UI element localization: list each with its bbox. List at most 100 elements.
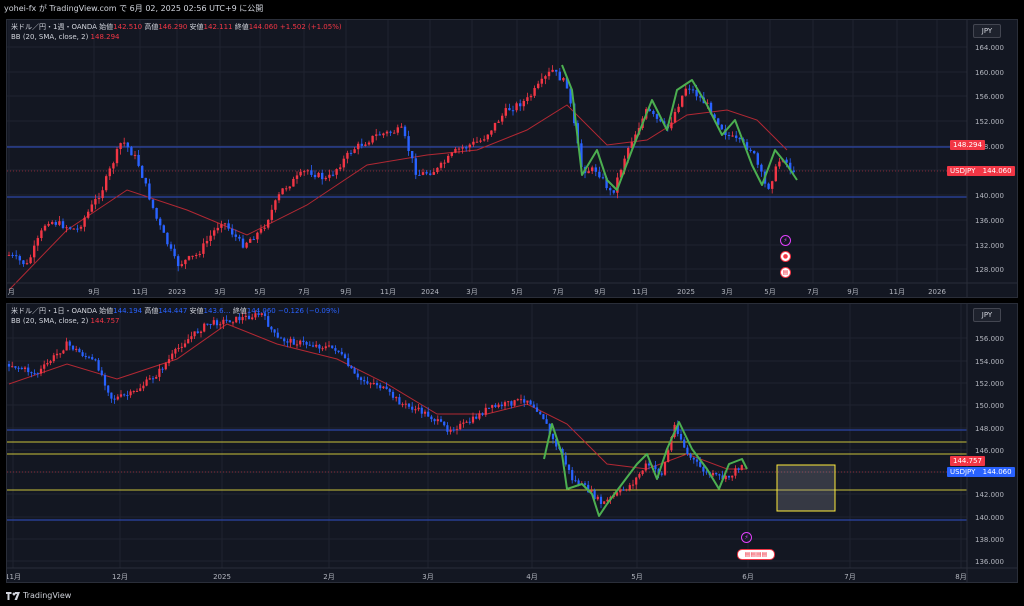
us-flag-icon[interactable]: ▤: [780, 267, 791, 278]
candle: [11, 366, 14, 368]
candle: [404, 403, 407, 405]
candle: [113, 398, 116, 400]
us-flag-events-icon[interactable]: ▤▤▤▤: [737, 549, 775, 560]
candle: [184, 259, 187, 265]
currency-button[interactable]: JPY: [973, 308, 1001, 322]
low-label: 安値: [189, 307, 204, 315]
candle: [299, 171, 302, 176]
price-axis-label: 154.000: [975, 358, 1004, 366]
candle: [135, 390, 139, 392]
time-axis-label: 2026: [928, 288, 946, 296]
candle: [605, 177, 608, 189]
candle: [583, 483, 587, 485]
candle: [677, 106, 680, 113]
time-axis-label: 3月: [422, 573, 433, 581]
candle: [631, 484, 635, 486]
candle: [659, 118, 662, 122]
candle: [533, 88, 536, 96]
event-marker-icon[interactable]: ●: [780, 251, 791, 262]
candle: [792, 170, 795, 172]
candle: [487, 407, 491, 409]
candle: [414, 158, 417, 175]
weekly-chart-panel[interactable]: 164.000 160.000 156.000 152.000 148.000 144.0…: [6, 19, 1018, 298]
candle: [234, 234, 237, 237]
candle: [141, 165, 144, 178]
candle: [443, 162, 446, 164]
candle: [238, 316, 241, 321]
candle: [371, 135, 374, 143]
time-axis-label: 4月: [526, 573, 537, 581]
tradingview-brand[interactable]: TradingView: [6, 591, 71, 600]
candle: [655, 114, 659, 119]
candle: [289, 338, 292, 343]
candle: [689, 454, 692, 458]
candle: [532, 404, 535, 408]
price-axis-label: 138.000: [975, 536, 1004, 544]
candle: [91, 357, 94, 360]
candle: [171, 353, 174, 360]
price-axis-label: 132.000: [975, 242, 1004, 250]
candle: [116, 396, 119, 400]
candle: [347, 358, 350, 366]
candle: [375, 383, 379, 386]
candle: [388, 388, 391, 392]
candle: [673, 112, 677, 123]
weekly-chart-canvas[interactable]: 164.000 160.000 156.000 152.000 148.000 144.0…: [7, 20, 1017, 297]
candle: [461, 147, 464, 149]
time-axis-label: 9月: [340, 288, 351, 296]
candle: [591, 167, 594, 172]
candle: [479, 140, 482, 142]
candle: [257, 313, 260, 315]
candle: [398, 397, 401, 405]
candle: [555, 439, 558, 447]
candle: [51, 222, 54, 224]
bb-price-tag: 148.294: [950, 140, 985, 150]
candle: [260, 313, 263, 315]
bb-legend[interactable]: BB (20, SMA, close, 2) 148.294: [11, 32, 120, 42]
daily-chart-panel[interactable]: 156.000 154.000 152.000 150.000 148.000 146.0…: [6, 303, 1018, 583]
currency-button[interactable]: JPY: [973, 24, 1001, 38]
candle: [724, 475, 727, 480]
candle: [705, 471, 708, 473]
candle: [148, 183, 151, 200]
time-axis-label: 7月: [807, 288, 818, 296]
candle: [522, 100, 525, 107]
candle: [324, 346, 327, 349]
candle: [36, 238, 39, 246]
candle: [311, 345, 315, 347]
candle: [417, 407, 420, 410]
candle: [231, 322, 235, 324]
candle: [223, 223, 227, 225]
candle: [155, 376, 158, 379]
candle: [164, 363, 167, 370]
lightning-icon[interactable]: ⚡: [780, 235, 791, 246]
bollinger-middle-line: [8, 104, 788, 291]
bb-legend[interactable]: BB (20, SMA, close, 2) 144.757: [11, 316, 120, 326]
candle: [299, 340, 302, 345]
tradingview-logo-icon: [6, 592, 20, 600]
daily-chart-canvas[interactable]: 156.000 154.000 152.000 150.000 148.000 146.0…: [7, 304, 1017, 582]
candle: [587, 484, 590, 493]
candle: [360, 143, 363, 146]
candle: [33, 245, 36, 258]
candle: [305, 341, 308, 345]
candle: [97, 360, 100, 371]
candle: [432, 172, 435, 175]
candle: [529, 95, 533, 98]
time-axis-label: 7月: [844, 573, 855, 581]
candle: [648, 109, 651, 111]
price-axis-label: 148.000: [975, 425, 1004, 433]
candle: [235, 316, 238, 323]
candle: [349, 152, 353, 154]
candle: [715, 473, 718, 475]
candle: [115, 149, 119, 164]
candle: [567, 464, 571, 471]
candle: [372, 383, 375, 385]
lightning-icon[interactable]: ⚡: [741, 532, 752, 543]
candle: [706, 102, 709, 104]
price-axis-label: 164.000: [975, 44, 1004, 52]
candle: [425, 172, 428, 174]
candle: [446, 425, 449, 432]
candle: [544, 76, 547, 79]
candle: [23, 367, 27, 369]
